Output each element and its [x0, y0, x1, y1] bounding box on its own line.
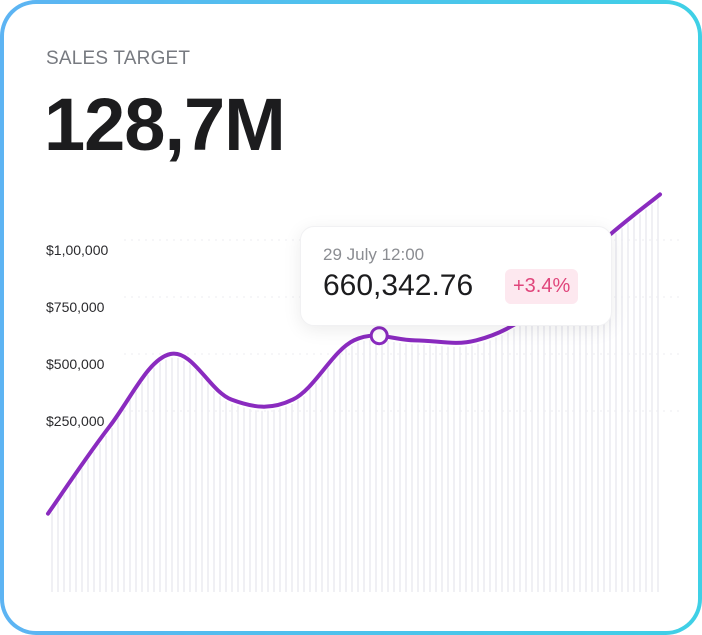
- tooltip-value: 660,342.76: [323, 269, 474, 302]
- y-tick-label: $750,000: [46, 299, 105, 315]
- sales-total-value: 128,7M: [44, 83, 286, 166]
- sales-target-card: SALES TARGET 128,7M $1,00,000 $750,000 $…: [4, 4, 698, 631]
- y-tick-label: $250,000: [46, 413, 105, 429]
- y-tick-label: $1,00,000: [46, 242, 109, 258]
- chart-tooltip: 29 July 12:00 660,342.76 +3.4%: [300, 226, 612, 326]
- tooltip-date: 29 July 12:00: [323, 245, 425, 264]
- card-title: SALES TARGET: [46, 48, 191, 69]
- y-tick-label: $500,000: [46, 356, 105, 372]
- hover-point-marker[interactable]: [369, 326, 389, 346]
- change-badge: +3.4%: [505, 269, 579, 304]
- sales-line-chart: [46, 192, 684, 592]
